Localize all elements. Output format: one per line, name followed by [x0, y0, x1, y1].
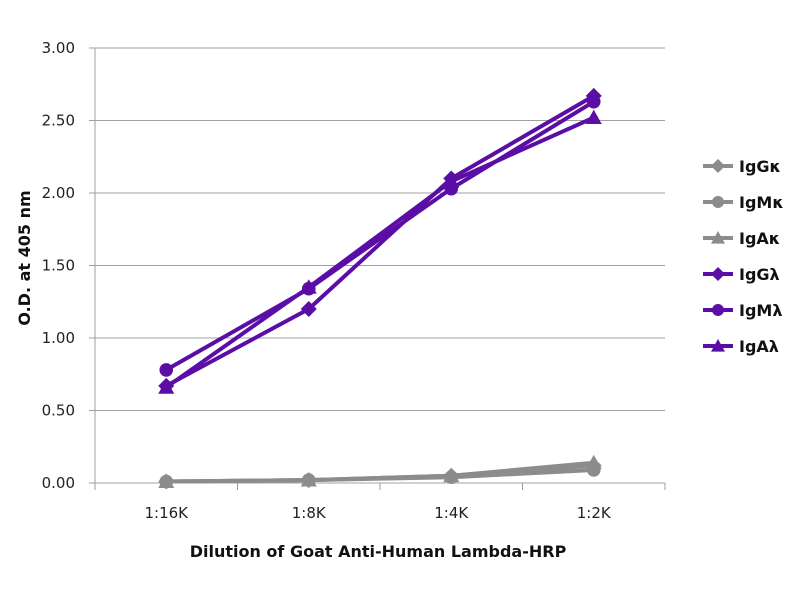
data-point: [300, 472, 317, 487]
series-line: [164, 115, 596, 390]
y-axis-title: O.D. at 405 nm: [15, 190, 34, 325]
x-axis-ticks: 1:16K 1:8K 1:4K 1:2K: [94, 483, 666, 522]
legend-item: IgMκ: [703, 193, 784, 212]
legend-swatch-marker: [711, 159, 725, 173]
y-axis-ticks: 0.00 0.50 1.00 1.50 2.00 2.50 3.00: [42, 39, 75, 492]
x-tick-label: 1:4K: [434, 504, 469, 522]
x-tick-label: 1:8K: [292, 504, 327, 522]
series-line: [164, 460, 596, 484]
data-point: [158, 379, 175, 394]
data-point: [443, 173, 460, 188]
data-point: [158, 473, 175, 488]
series-6: [158, 109, 602, 394]
legend-swatch-marker: [712, 196, 724, 208]
legend-label: IgAκ: [739, 229, 780, 248]
legend: IgGκ IgMκ IgAκ IgGλ IgMλ IgAλ: [703, 157, 784, 356]
legend-swatch-marker: [712, 304, 724, 316]
data-point: [586, 94, 601, 109]
data-series: [158, 87, 602, 490]
y-tick-label: 1.00: [42, 329, 75, 347]
data-point: [159, 363, 174, 377]
series-line: [164, 99, 596, 372]
x-axis-title: Dilution of Goat Anti-Human Lambda-HRP: [190, 542, 567, 561]
gridlines: [89, 47, 665, 484]
legend-item: IgAκ: [703, 229, 780, 248]
legend-label: IgMλ: [739, 301, 782, 320]
x-tick-label: 1:16K: [144, 504, 189, 522]
data-point: [585, 109, 602, 124]
y-tick-label: 1.50: [42, 257, 75, 275]
y-tick-label: 2.50: [42, 112, 75, 130]
legend-item: IgGλ: [703, 265, 780, 284]
legend-swatch-marker: [711, 267, 725, 281]
legend-item: IgMλ: [703, 301, 782, 320]
series-3: [158, 454, 602, 488]
legend-label: IgGκ: [739, 157, 781, 176]
legend-swatch-marker: [711, 339, 725, 352]
x-tick-label: 1:2K: [577, 504, 612, 522]
series-line: [164, 93, 596, 388]
y-tick-label: 2.00: [42, 184, 75, 202]
y-tick-label: 0.00: [42, 474, 75, 492]
legend-label: IgAλ: [739, 337, 779, 356]
y-tick-label: 3.00: [42, 39, 75, 57]
legend-label: IgMκ: [739, 193, 784, 212]
data-point: [300, 279, 317, 294]
legend-label: IgGλ: [739, 265, 780, 284]
data-point: [300, 301, 317, 317]
y-tick-label: 0.50: [42, 402, 75, 420]
legend-item: IgAλ: [703, 337, 779, 356]
legend-swatch-marker: [711, 231, 725, 244]
data-point: [585, 454, 602, 470]
legend-item: IgGκ: [703, 157, 781, 176]
data-point: [443, 467, 460, 483]
